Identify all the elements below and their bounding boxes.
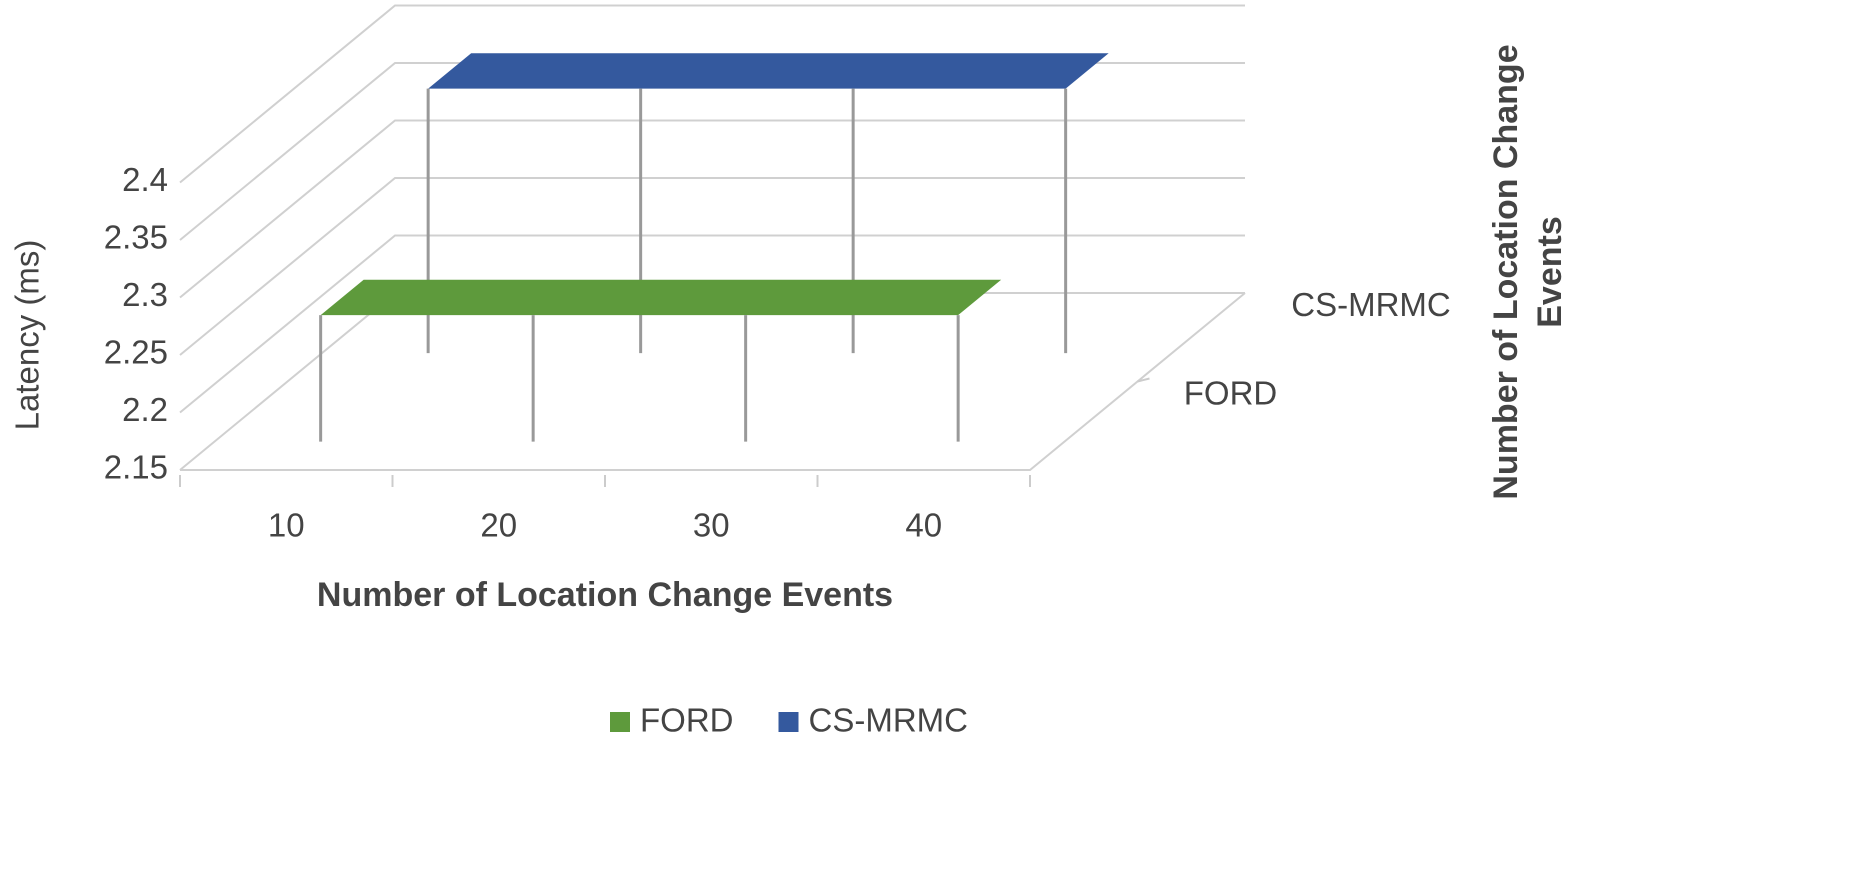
y-tick-label: 2.25	[104, 334, 168, 371]
y-tick-label: 2.15	[104, 449, 168, 486]
y-tick-label: 2.35	[104, 219, 168, 256]
y-tick-label: 2.2	[122, 391, 168, 428]
x-axis-title: Number of Location Change Events	[317, 576, 893, 614]
series-ribbon	[320, 279, 1002, 316]
x-tick-label: 30	[693, 507, 730, 544]
legend-label: CS-MRMC	[809, 702, 968, 739]
grid-line	[179, 292, 1245, 471]
series-ribbon	[428, 53, 1109, 89]
x-tick-label: 20	[480, 507, 517, 544]
depth-tick	[1137, 377, 1150, 383]
grid-line	[179, 62, 1245, 241]
depth-tick-label: CS-MRMC	[1291, 286, 1450, 323]
legend-label: FORD	[640, 702, 734, 739]
grid-line	[179, 177, 1245, 356]
legend-swatch	[610, 712, 630, 732]
y-axis-title: Latency (ms)	[9, 240, 46, 431]
depth-tick-label: FORD	[1184, 374, 1278, 411]
depth-axis-title: Number of Location Change Events	[1487, 44, 1569, 499]
legend-swatch	[778, 712, 799, 732]
grid-line	[179, 4, 1245, 184]
grid-line	[179, 119, 1245, 299]
y-tick-label: 2.3	[122, 276, 168, 313]
grid-line	[179, 234, 1245, 414]
x-tick-label: 10	[268, 507, 305, 544]
x-tick-label: 40	[905, 507, 942, 544]
floor-edge	[180, 292, 1246, 471]
y-tick-label: 2.4	[122, 161, 168, 198]
